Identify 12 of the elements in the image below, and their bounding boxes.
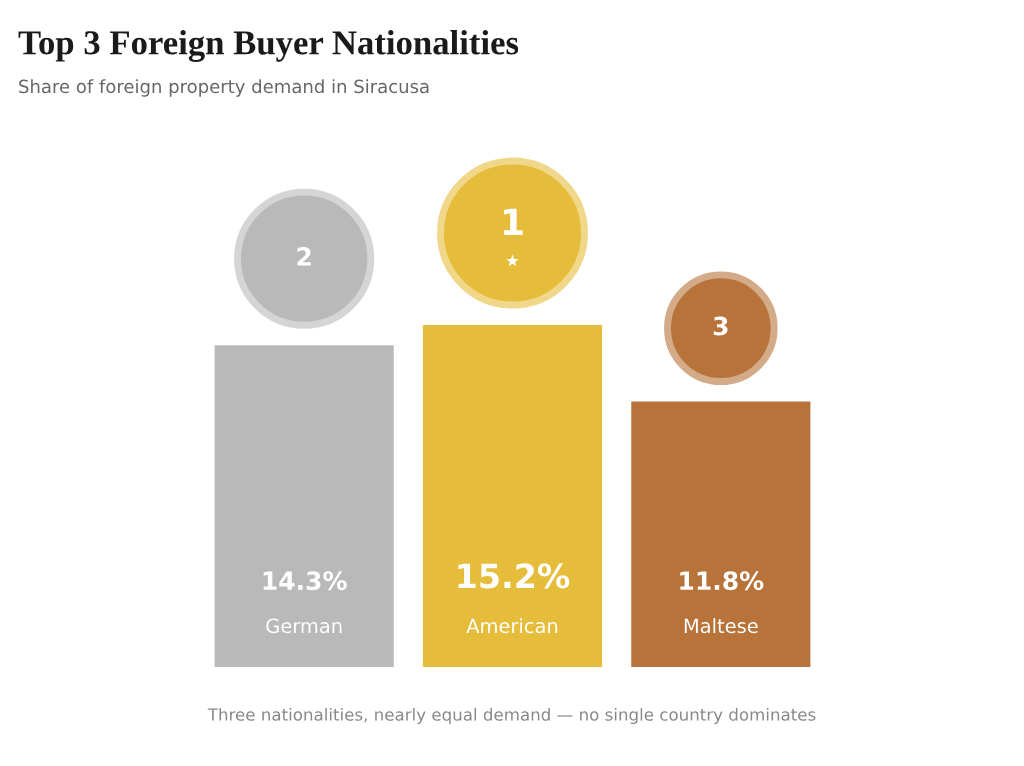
annotation: 3 (713, 316, 728, 336)
text: 2 (297, 247, 311, 266)
chart-title: Top 3 Foreign Buyer Nationalities (18, 30, 519, 62)
x-tick-label: Maltese (684, 618, 758, 634)
text: Three nationalities, nearly equal demand — no single country dominates (207, 707, 816, 725)
x-tick-label: German (266, 618, 342, 634)
chart-subtitle: Share of foreign property demand in Siracusa (19, 79, 429, 97)
data-label: 15.2% (458, 563, 570, 589)
data-label: 11.8% (680, 571, 764, 591)
text: 1 (504, 208, 523, 236)
data-label: 14.3% (263, 571, 347, 591)
x-tick-label: American (466, 618, 558, 634)
